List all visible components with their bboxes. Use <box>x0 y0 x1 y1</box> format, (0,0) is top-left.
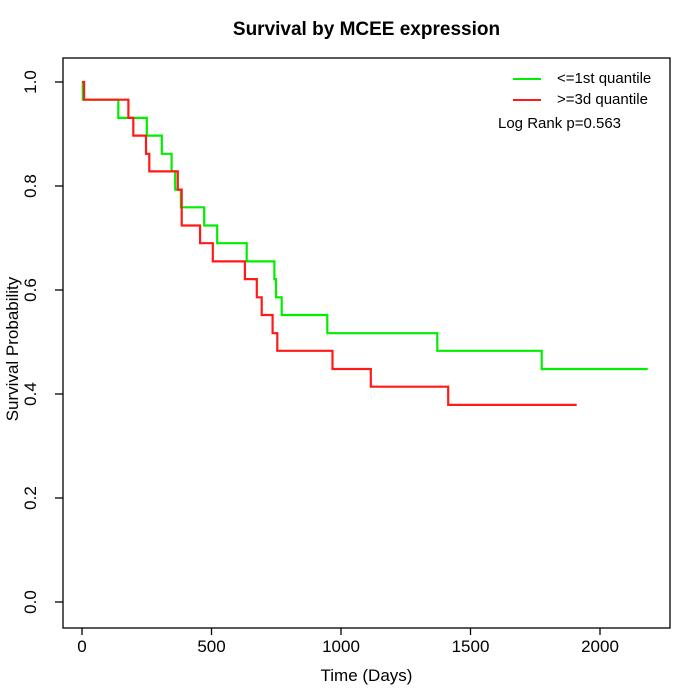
plot-box <box>62 57 671 629</box>
legend-item-low-expression: <=1st quantile <box>513 68 651 89</box>
x-tick-label: 2000 <box>581 637 619 656</box>
y-tick-label: 0.6 <box>21 278 40 302</box>
km-curve-high-expression <box>82 80 577 406</box>
chart-title: Survival by MCEE expression <box>232 19 501 40</box>
x-tick-label: 1000 <box>322 637 360 656</box>
x-tick-label: 1500 <box>452 637 490 656</box>
y-tick-label: 0.0 <box>21 590 40 614</box>
legend-item-high-expression: >=3d quantile <box>513 89 651 110</box>
y-tick-label: 1.0 <box>21 70 40 94</box>
legend-label-high: >=3d quantile <box>557 91 648 108</box>
y-tick-label: 0.2 <box>21 486 40 510</box>
x-tick-label: 0 <box>77 637 86 656</box>
legend-line-green <box>513 77 541 80</box>
legend: <=1st quantile >=3d quantile <box>513 68 651 110</box>
legend-line-red <box>513 98 541 101</box>
legend-label-low: <=1st quantile <box>557 70 652 87</box>
x-axis-label: Time (Days) <box>320 666 413 685</box>
y-tick-label: 0.8 <box>21 174 40 198</box>
km-curve-low-expression <box>81 80 648 371</box>
y-axis-label: Survival Probability <box>3 276 22 422</box>
log-rank-annotation: Log Rank p=0.563 <box>498 115 622 132</box>
x-tick-label: 500 <box>197 637 225 656</box>
y-tick-label: 0.4 <box>21 382 40 406</box>
